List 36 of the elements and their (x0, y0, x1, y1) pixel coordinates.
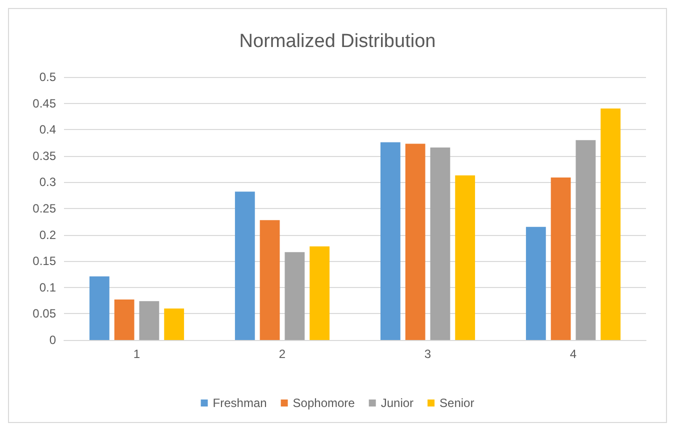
legend-label: Freshman (212, 396, 267, 410)
legend-label: Junior (380, 396, 414, 410)
bar (526, 226, 546, 340)
bar (430, 147, 450, 340)
x-tick-label: 1 (133, 347, 140, 361)
x-tick-label: 4 (570, 347, 577, 361)
y-tick-label: 0.3 (39, 175, 56, 190)
bar (114, 300, 134, 340)
y-tick-label: 0.15 (32, 254, 56, 268)
y-tick-label: 0.35 (32, 148, 56, 163)
y-tick-label: 0.4 (39, 122, 56, 137)
y-tick-label: 0.2 (39, 228, 56, 242)
legend-label: Senior (440, 396, 474, 410)
bar (455, 175, 476, 340)
y-tick-label: 0.25 (32, 202, 56, 216)
bar (260, 220, 280, 340)
bar (550, 177, 571, 340)
bar (310, 246, 330, 340)
y-tick-label: 0.45 (32, 96, 56, 110)
bar (576, 140, 596, 340)
y-tick-label: 0.5 (39, 70, 56, 84)
x-tick-label: 2 (278, 347, 286, 361)
bar (234, 192, 255, 340)
bar (284, 252, 305, 340)
bar (164, 308, 184, 340)
x-tick-label: 3 (424, 347, 432, 361)
y-tick-label: 0 (49, 333, 56, 347)
bar (405, 144, 426, 340)
bar (600, 108, 621, 340)
y-tick-label: 0.1 (39, 280, 56, 294)
legend-label: Sophomore (292, 396, 356, 410)
chart-title: Normalized Distribution (239, 31, 436, 52)
bar (139, 301, 160, 340)
bar (89, 276, 110, 340)
bar (380, 142, 400, 340)
y-tick-label: 0.05 (32, 306, 56, 321)
